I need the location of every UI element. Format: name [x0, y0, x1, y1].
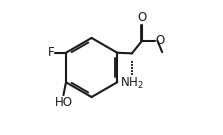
Text: O: O	[156, 34, 165, 47]
Text: F: F	[47, 46, 54, 59]
Text: NH$_2$: NH$_2$	[120, 76, 144, 91]
Text: HO: HO	[54, 96, 72, 109]
Text: O: O	[137, 11, 146, 24]
